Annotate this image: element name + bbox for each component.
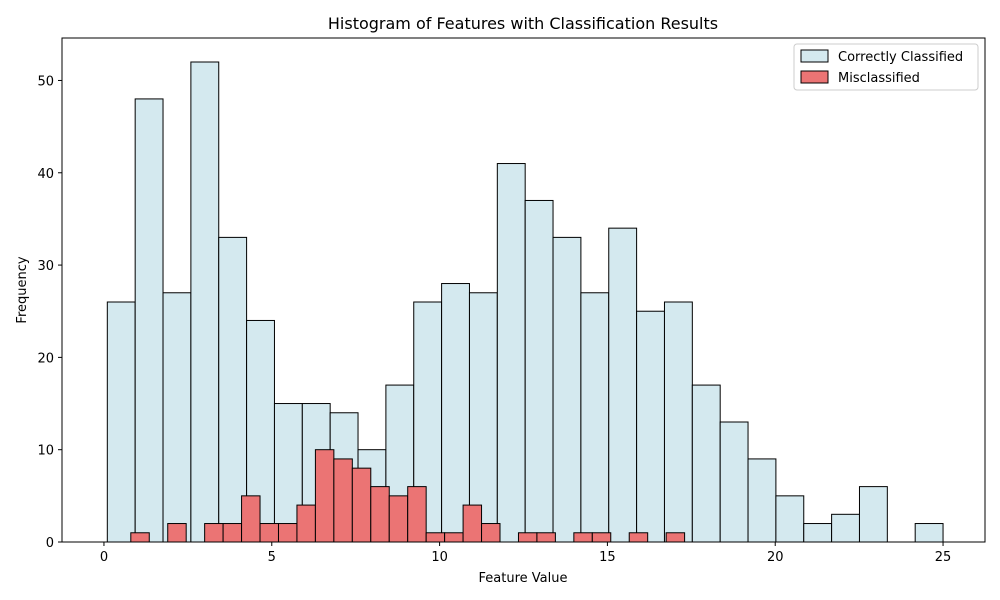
correct-bar [496,163,526,543]
misclassified-bar [462,504,483,543]
correct-bar [218,236,248,543]
misclassified-bar [130,532,150,543]
legend-swatch-misclassified [800,70,829,84]
correct-bar [106,301,136,543]
misclassified-bar [591,532,612,543]
y-tick-label: 0 [46,536,54,551]
correct-bar [803,523,833,543]
correct-bar [190,61,220,543]
x-axis-ticks: 0 5 10 15 20 25 [100,542,952,565]
misclassified-bar [351,467,372,543]
y-tick-label: 50 [37,74,54,89]
misclassified-bar [425,532,446,543]
legend-swatch-correct [800,49,829,63]
misclassified-bar [277,523,298,543]
misclassified-bar [665,532,686,543]
correct-bar [719,421,749,543]
misclassified-bar [333,458,353,543]
correct-bar [831,513,860,543]
correct-bar [747,458,777,543]
x-tick-label: 20 [767,550,784,565]
misclassified-bar [314,449,335,543]
x-tick-label: 10 [431,550,448,565]
legend-label-correct: Correctly Classified [838,50,963,65]
misclassified-bar [204,523,224,543]
y-tick-label: 10 [37,444,54,459]
misclassified-bar [222,523,243,543]
correct-bar [580,292,610,543]
x-axis-label: Feature Value [479,571,568,586]
misclassified-bar [517,532,538,543]
misclassified-bars-group [130,449,686,543]
plot-frame [61,37,986,543]
misclassified-bar [259,523,279,543]
correct-bar [441,283,470,543]
chart-title: Histogram of Features with Classificatio… [328,14,718,33]
correct-bar [608,227,638,543]
correct-bar [775,495,805,543]
correct-bar [524,199,554,543]
x-tick-label: 25 [935,550,952,565]
misclassified-bar [296,504,316,543]
legend-label-misclassified: Misclassified [838,71,920,86]
misclassified-bar [388,495,409,543]
correct-bar [914,523,944,543]
y-tick-label: 30 [37,259,54,274]
y-tick-label: 40 [37,167,54,182]
x-tick-label: 15 [599,550,616,565]
legend-frame [793,43,979,91]
x-tick-label: 5 [268,550,276,565]
misclassified-bar [167,523,187,543]
misclassified-bar [536,532,556,543]
correct-bar [162,292,192,543]
y-axis-ticks: 0 10 20 30 40 50 [37,74,62,551]
correct-bar [858,486,888,543]
x-tick-label: 0 [100,550,108,565]
misclassified-bar [444,532,464,543]
misclassified-bar [573,532,593,543]
misclassified-bar [481,523,501,543]
correct-bar [134,98,164,543]
misclassified-bar [241,495,261,543]
misclassified-bar [407,486,427,543]
misclassified-bar [628,532,649,543]
correct-bar [663,301,693,543]
y-tick-label: 20 [37,351,54,366]
correct-bar [691,384,721,543]
correct-bar [552,236,582,543]
y-axis-label: Frequency [15,256,30,323]
correct-bars-group [106,61,944,543]
legend: Correctly Classified Misclassified [793,43,979,91]
misclassified-bar [370,486,390,543]
correct-bar [636,310,665,543]
